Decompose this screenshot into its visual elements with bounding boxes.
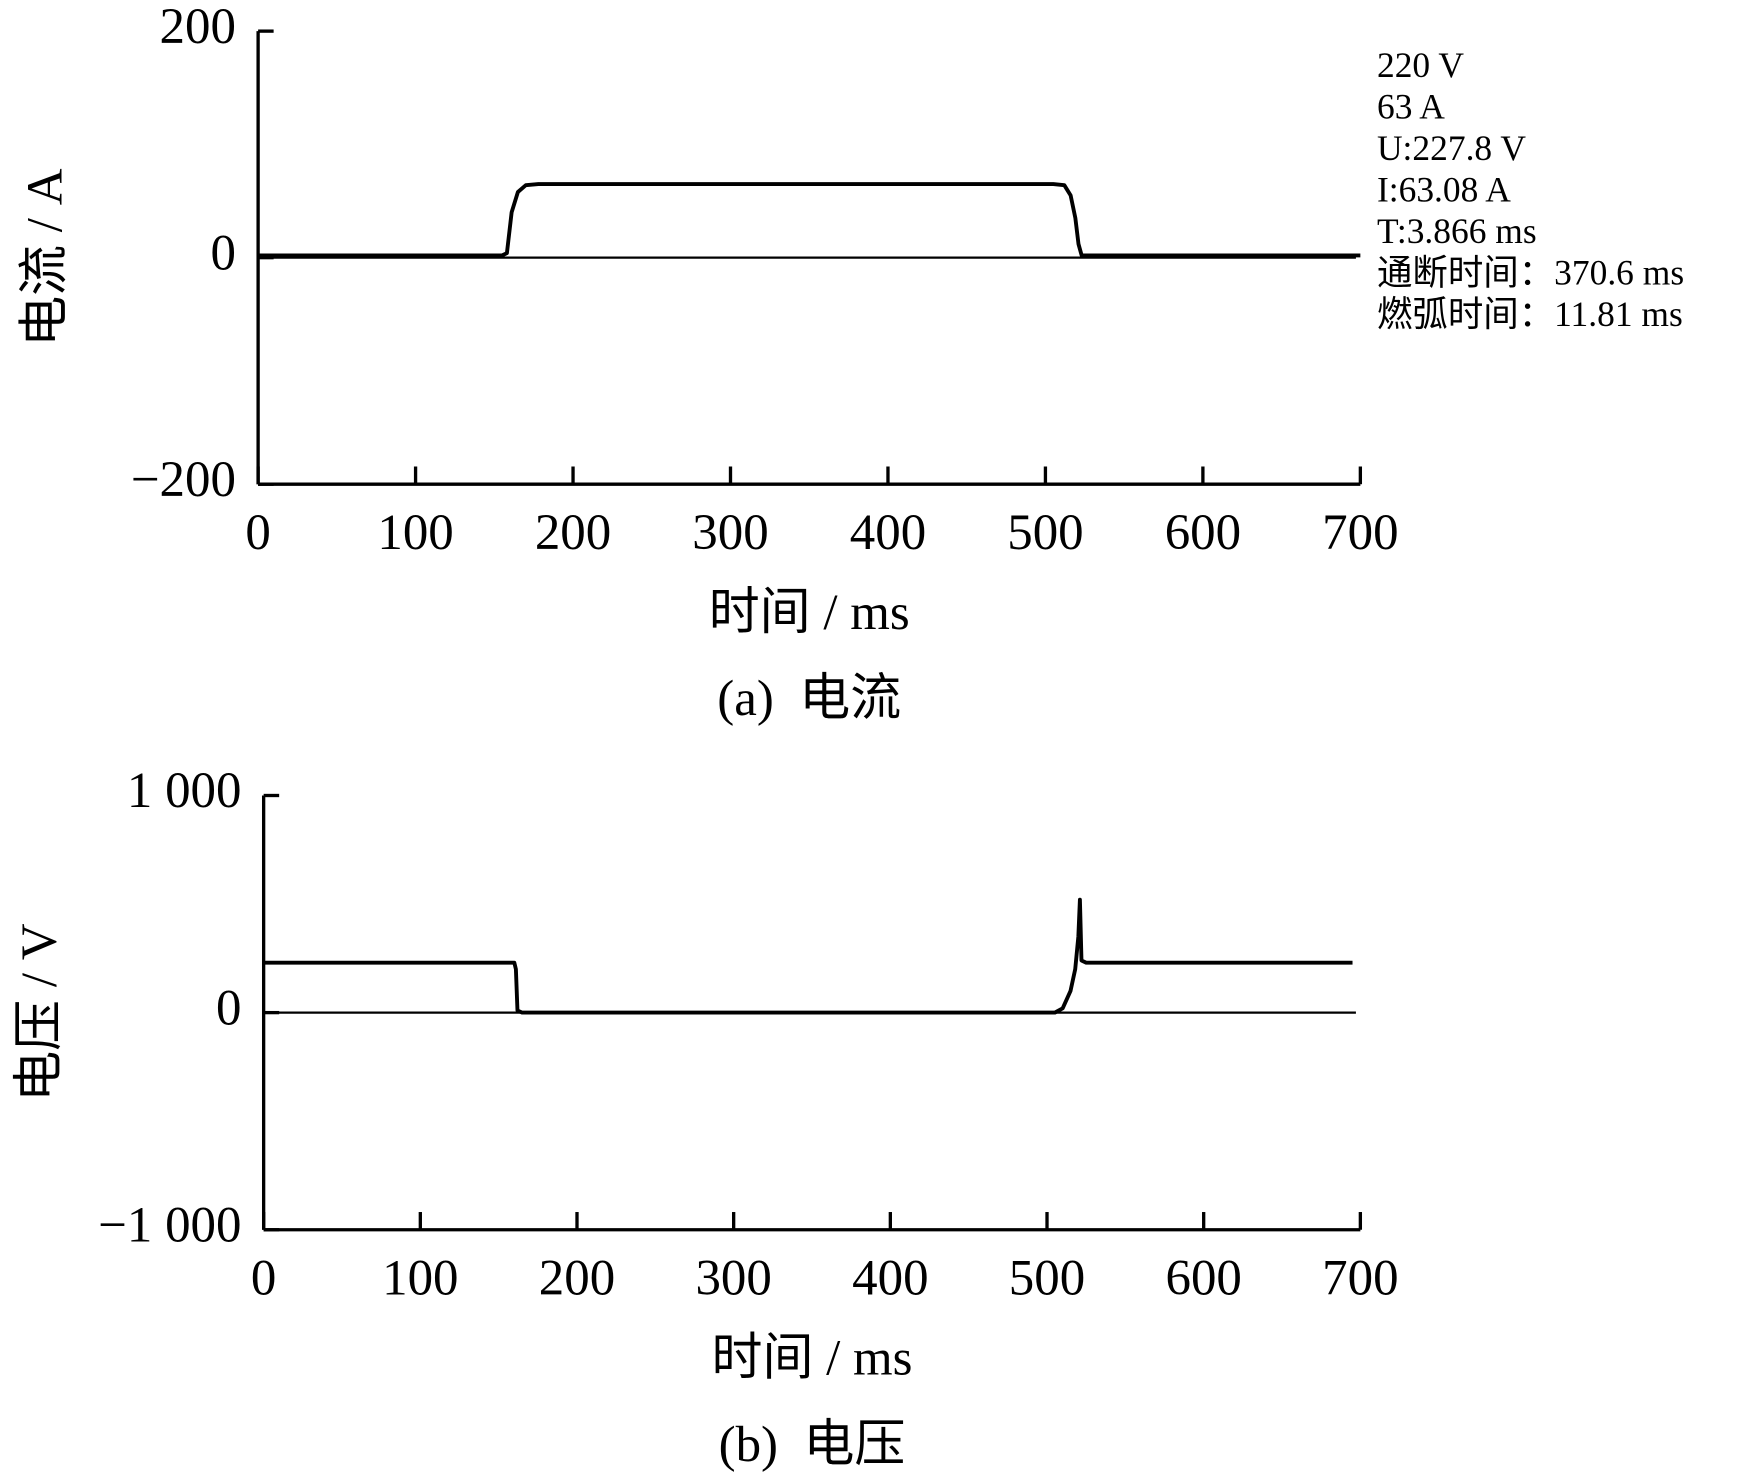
y-tick-label: 0: [216, 980, 241, 1036]
x-tick-label: 0: [245, 505, 270, 561]
x-tick-label: 200: [539, 1251, 615, 1307]
x-tick-label: 700: [1322, 505, 1398, 561]
y-tick-label: −1 000: [98, 1197, 241, 1253]
x-axis-label: 时间 / ms: [709, 585, 910, 641]
x-tick-label: 400: [852, 1251, 928, 1307]
annotation: 63 A: [1377, 86, 1445, 126]
x-tick-label: 0: [251, 1251, 276, 1307]
annotation: T:3.866 ms: [1377, 211, 1537, 251]
y-tick-label: 1 000: [127, 763, 242, 819]
x-tick-label: 600: [1165, 505, 1241, 561]
annotation: I:63.08 A: [1377, 170, 1511, 210]
data-line: [258, 182, 1361, 258]
x-tick-label: 100: [382, 1251, 458, 1307]
annotation: U:227.8 V: [1377, 128, 1526, 168]
x-axis-label: 时间 / ms: [712, 1330, 913, 1386]
caption: (b) 电压: [719, 1417, 906, 1473]
y-tick-label: −200: [131, 452, 236, 508]
x-tick-label: 400: [850, 505, 926, 561]
y-tick-label: 200: [160, 0, 236, 55]
y-axis-label: 电压 / V: [12, 923, 68, 1101]
annotation: 220 V: [1377, 45, 1464, 85]
x-tick-label: 100: [377, 505, 453, 561]
x-tick-label: 700: [1322, 1251, 1398, 1307]
y-axis-label: 电流 / A: [18, 168, 74, 346]
data-line: [263, 897, 1353, 1015]
x-tick-label: 600: [1165, 1251, 1241, 1307]
annotation: 通断时间：370.6 ms: [1377, 253, 1684, 293]
x-tick-label: 300: [695, 1251, 771, 1307]
x-tick-label: 500: [1009, 1251, 1085, 1307]
x-tick-label: 500: [1007, 505, 1083, 561]
annotation: 燃弧时间：11.81 ms: [1377, 294, 1683, 334]
x-tick-label: 200: [535, 505, 611, 561]
x-tick-label: 300: [692, 505, 768, 561]
y-tick-label: 0: [210, 225, 235, 281]
caption: (a) 电流: [717, 671, 901, 727]
